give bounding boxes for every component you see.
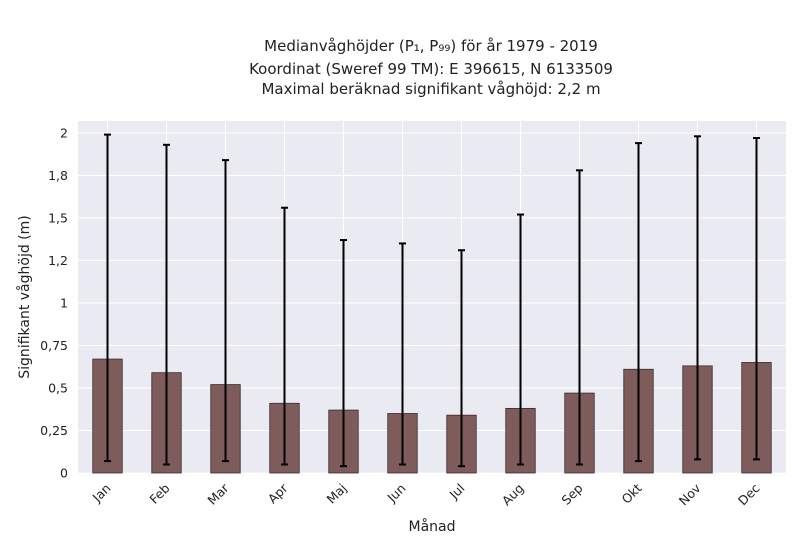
- y-tick-label-8: 2: [60, 125, 68, 140]
- x-tick-label-mar: Mar: [204, 480, 232, 508]
- x-axis-label: Månad: [409, 518, 456, 535]
- x-tick-label-jun: Jun: [383, 481, 408, 506]
- x-tick-label-apr: Apr: [265, 480, 292, 507]
- x-tick-label-sep: Sep: [558, 480, 585, 507]
- y-tick-label-3: 0,75: [40, 338, 68, 353]
- plot-area: [78, 121, 786, 473]
- x-tick-label-nov: Nov: [676, 480, 704, 508]
- y-tick-label-4: 1: [60, 295, 68, 310]
- y-tick-label-0: 0: [60, 466, 68, 481]
- x-tick-label-jul: Jul: [446, 481, 468, 503]
- y-axis-label: Signifikant våghöjd (m): [16, 215, 33, 378]
- x-tick-label-aug: Aug: [499, 481, 527, 509]
- x-tick-label-jan: Jan: [89, 481, 114, 506]
- chart-title-line-3: Maximal beräknad signifikant våghöjd: 2,…: [261, 80, 600, 98]
- chart-title-line-1: Medianvåghöjder (P₁, P₉₉) för år 1979 - …: [264, 37, 598, 55]
- x-tick-label-maj: Maj: [324, 481, 350, 507]
- y-tick-label-5: 1,2: [48, 253, 68, 268]
- x-tick-label-okt: Okt: [618, 480, 644, 506]
- chart-title-line-2: Koordinat (Sweref 99 TM): E 396615, N 61…: [249, 60, 613, 78]
- y-tick-label-1: 0,25: [40, 423, 68, 438]
- x-tick-label-dec: Dec: [735, 480, 763, 508]
- x-tick-label-feb: Feb: [146, 480, 172, 506]
- y-tick-label-6: 1,5: [48, 210, 68, 225]
- y-tick-label-2: 0,5: [48, 380, 68, 395]
- y-tick-label-7: 1,8: [48, 168, 68, 183]
